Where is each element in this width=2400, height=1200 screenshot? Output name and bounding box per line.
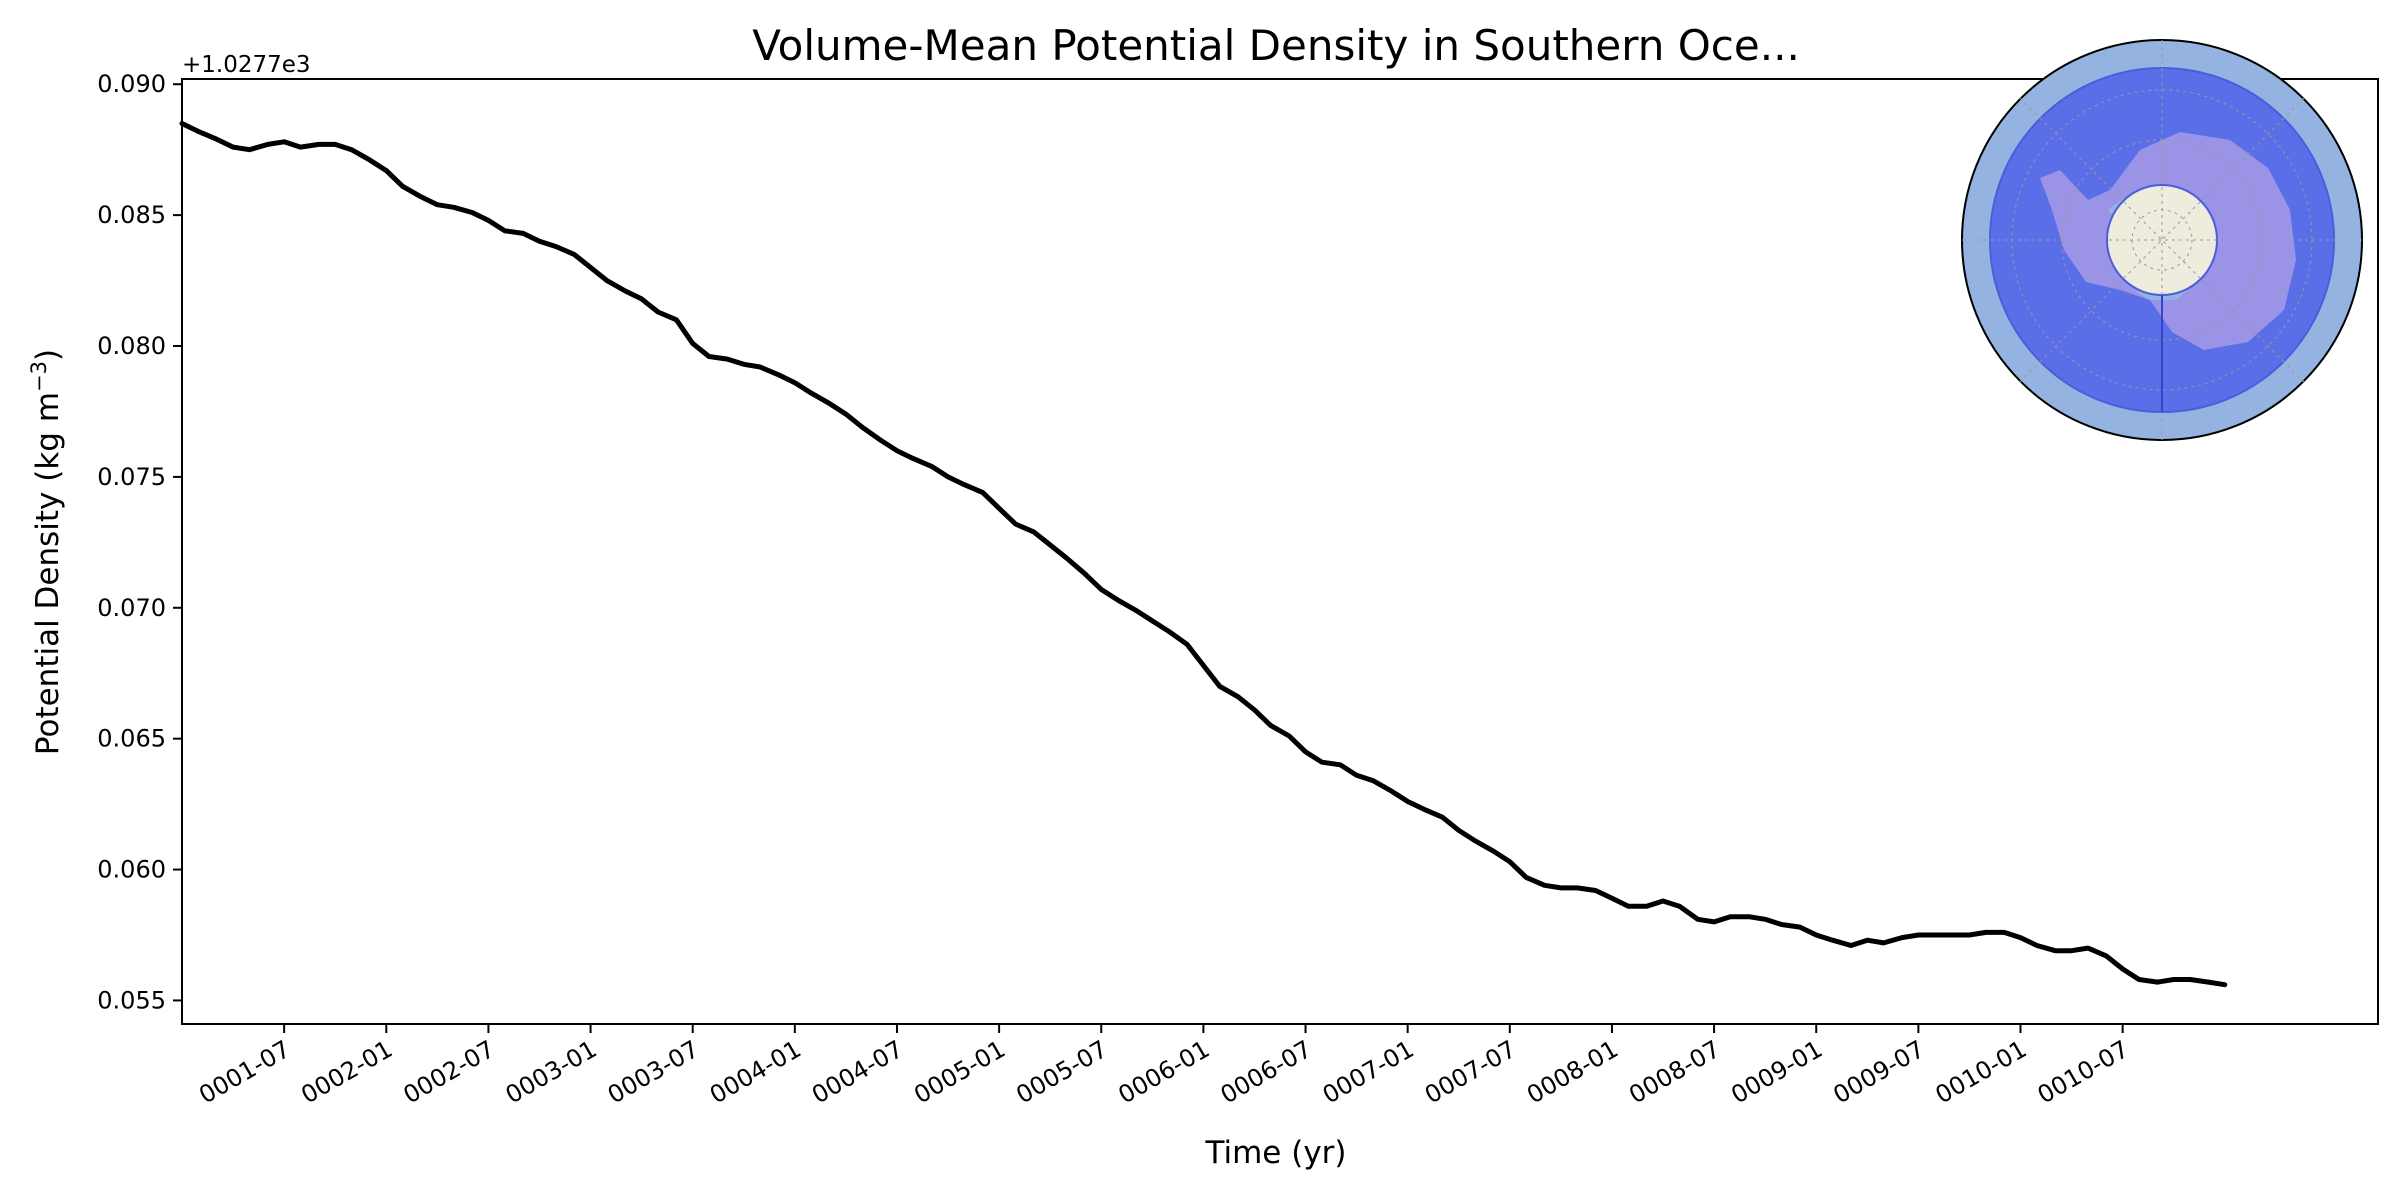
y-tick-label: 0.080: [97, 332, 166, 360]
y-tick-label: 0.065: [97, 725, 166, 753]
y-offset-text: +1.0277e3: [182, 52, 311, 78]
y-tick-label: 0.075: [97, 463, 166, 491]
y-tick-label: 0.070: [97, 594, 166, 622]
y-tick-label: 0.060: [97, 856, 166, 884]
y-axis-label-main: Potential Density (kg m: [30, 392, 66, 755]
y-axis-label: Potential Density (kg m−3): [27, 349, 66, 755]
x-axis-label: Time (yr): [1205, 1135, 1347, 1171]
y-tick-label: 0.090: [97, 70, 166, 98]
inset-map: [1961, 39, 2363, 441]
y-tick-label: 0.085: [97, 201, 166, 229]
series-group: [179, 121, 2228, 988]
plot-area: [181, 78, 2379, 1025]
y-axis: 0.055 0.060 0.065 0.070 0.075 0.080 0.085 0.090: [97, 70, 182, 1014]
y-axis-label-superscript: −3: [27, 361, 51, 392]
series-line: [179, 121, 2228, 988]
chart-title: Volume-Mean Potential Density in Souther…: [752, 21, 1800, 70]
y-axis-label-close: ): [30, 349, 66, 361]
y-tick-label: 0.055: [97, 986, 166, 1014]
